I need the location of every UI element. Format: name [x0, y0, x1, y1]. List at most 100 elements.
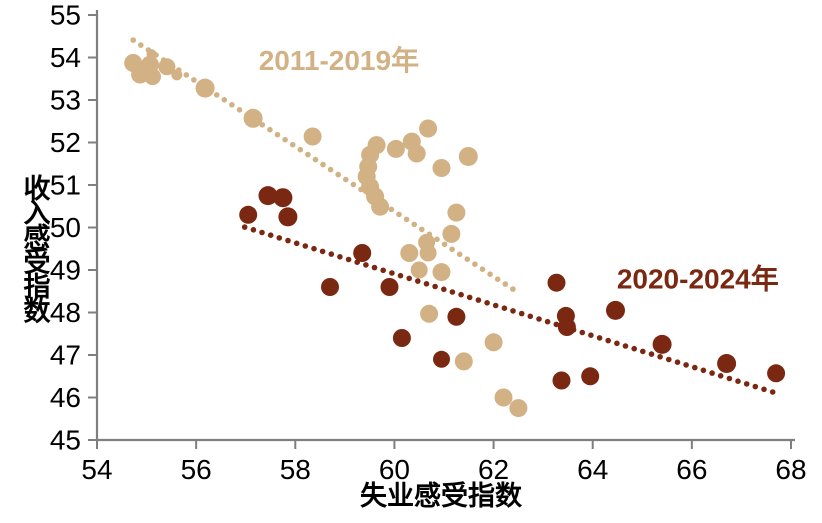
trend-dot — [282, 136, 288, 143]
trend-dot — [544, 318, 551, 325]
trend-dot — [769, 389, 776, 395]
series-2011-2019年 — [124, 49, 528, 418]
data-point — [420, 304, 439, 323]
trend-dot — [327, 166, 334, 173]
y-axis-title-char: 数 — [24, 297, 52, 327]
trend-dot — [579, 329, 586, 336]
trend-dot — [380, 267, 387, 274]
data-point — [392, 329, 411, 347]
y-axis-title-char: 指 — [24, 272, 51, 302]
trend-dot — [487, 271, 493, 278]
trend-dot — [138, 42, 144, 48]
data-point — [581, 367, 600, 386]
data-point — [432, 159, 451, 177]
trend-dot — [536, 316, 542, 322]
data-point — [458, 147, 478, 166]
data-point — [557, 318, 576, 336]
trend-dot — [464, 256, 471, 263]
trend-dot — [518, 310, 525, 317]
trend-dot — [492, 302, 499, 309]
trend-dot — [596, 335, 603, 341]
y-tick-label: 53 — [50, 85, 81, 116]
trend-dot — [397, 272, 404, 279]
trend-dot — [502, 281, 509, 287]
trend-dot — [311, 245, 317, 252]
y-tick-label: 48 — [50, 297, 81, 328]
trend-dot — [449, 246, 455, 253]
trend-dot — [396, 211, 402, 218]
y-axis-title-char: 受 — [24, 247, 51, 278]
trend-dot — [622, 343, 629, 349]
trend-dot — [683, 362, 689, 368]
trend-dot — [363, 262, 369, 268]
trend-dot — [449, 289, 456, 295]
trend-dot — [191, 77, 197, 83]
trend-dot — [735, 378, 741, 385]
y-axis-title-char: 收 — [24, 174, 51, 204]
trend-dot — [484, 300, 490, 306]
trend-dot — [614, 340, 620, 347]
trend-dot — [527, 313, 534, 320]
trend-dot — [605, 337, 611, 344]
data-point — [494, 388, 513, 407]
series-2020-2024年 — [239, 186, 786, 390]
trend-dot — [183, 72, 190, 78]
series-label-2020-2024年: 2020-2024年 — [617, 262, 779, 294]
trend-dot — [250, 227, 257, 233]
trend-dot — [726, 375, 733, 382]
trend-dot — [510, 286, 516, 292]
data-point — [243, 108, 263, 128]
data-point — [386, 139, 405, 158]
trend-dot — [761, 386, 767, 393]
x-tick-label: 56 — [181, 454, 212, 485]
trend-dot — [456, 251, 463, 258]
trend-dot — [717, 373, 724, 379]
data-point — [717, 354, 737, 373]
y-tick-label: 45 — [50, 425, 81, 456]
data-point — [547, 273, 566, 292]
data-point — [353, 244, 372, 262]
y-tick-label: 52 — [50, 127, 81, 158]
y-tick-label: 47 — [50, 340, 81, 371]
trend-dot — [267, 232, 274, 238]
trend-dot — [700, 367, 707, 374]
trend-dot — [285, 237, 291, 244]
data-point — [454, 352, 473, 371]
trend-dot — [350, 181, 357, 188]
trend-dot — [236, 107, 243, 113]
trend-dot — [419, 226, 425, 233]
trend-dot — [221, 97, 228, 103]
data-point — [380, 278, 399, 296]
trend-dot — [752, 383, 759, 390]
trend-dot — [631, 345, 637, 352]
data-point — [400, 244, 419, 262]
data-point — [239, 205, 258, 224]
trend-dot — [305, 151, 311, 158]
trend-dot — [274, 131, 281, 138]
trend-dot — [475, 297, 482, 303]
x-tick-label: 54 — [81, 454, 112, 485]
trend-dot — [328, 251, 335, 257]
y-tick-label: 46 — [50, 382, 81, 413]
x-tick-label: 62 — [478, 454, 509, 485]
data-point — [419, 244, 437, 262]
trend-dot — [441, 286, 447, 293]
trend-dot — [588, 332, 594, 339]
series-label-2011-2019年: 2011-2019年 — [259, 44, 419, 76]
trend-dot — [241, 224, 248, 230]
trend-dot — [434, 236, 440, 243]
trend-dot — [389, 270, 395, 276]
trend-dot — [335, 171, 342, 178]
trend-dot — [432, 283, 438, 290]
data-point — [303, 127, 322, 146]
trend-dot — [289, 141, 296, 148]
trend-dot — [302, 243, 309, 249]
data-point — [171, 69, 183, 81]
trend-dot — [406, 275, 413, 282]
x-tick-label: 64 — [577, 454, 608, 485]
data-point — [144, 68, 161, 86]
trend-dot — [657, 354, 663, 360]
